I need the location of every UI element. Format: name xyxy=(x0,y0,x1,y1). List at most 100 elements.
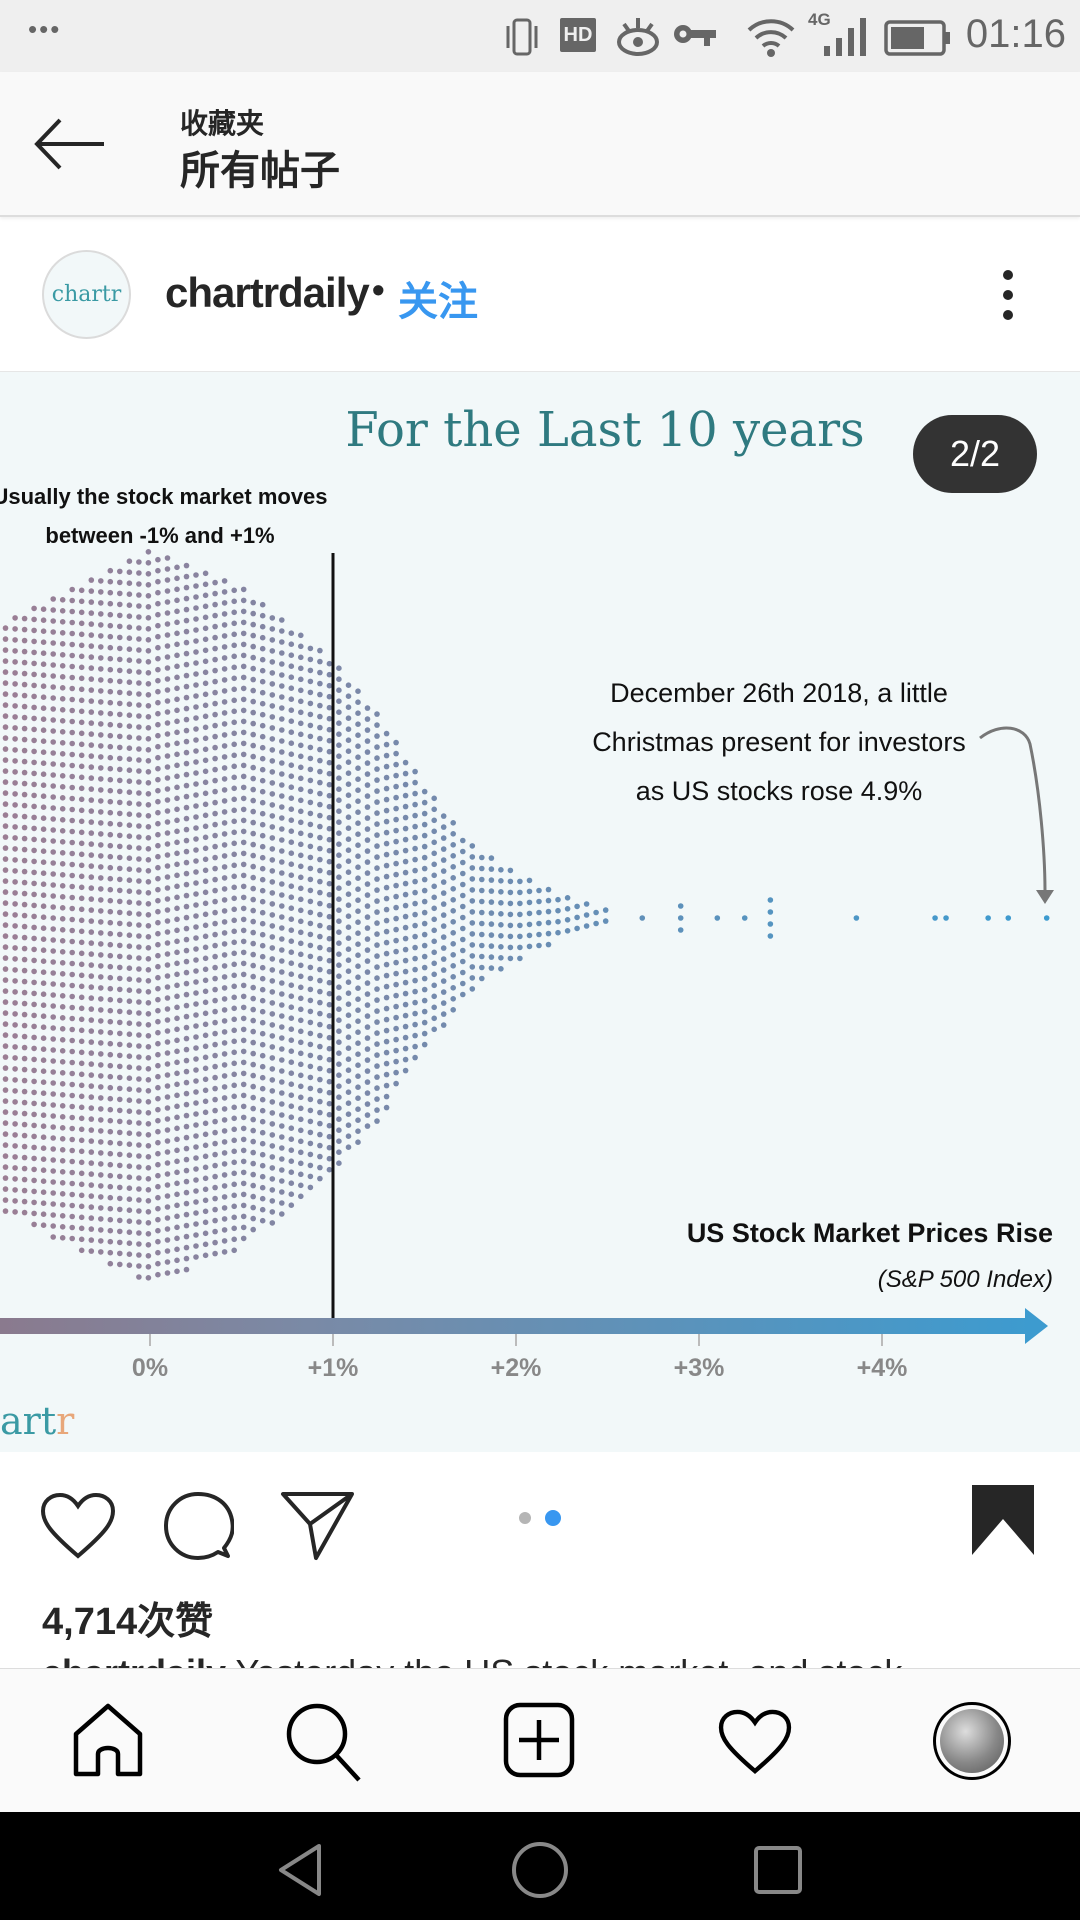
swarm-dot xyxy=(326,1122,333,1129)
swarm-dot xyxy=(117,755,123,762)
swarm-dot xyxy=(383,1104,390,1111)
eye-comfort-icon xyxy=(617,18,659,56)
swarm-dot xyxy=(202,1230,209,1237)
swarm-dot xyxy=(269,835,276,841)
swarm-dot xyxy=(231,1115,237,1122)
saved-bookmark-icon[interactable] xyxy=(972,1485,1034,1555)
swarm-dot xyxy=(345,1012,352,1018)
x-axis-label: US Stock Market Prices Rise xyxy=(687,1218,1053,1248)
swarm-dot xyxy=(145,1253,152,1259)
swarm-dot xyxy=(326,737,333,744)
swarm-dot xyxy=(250,698,256,705)
swarm-dot xyxy=(498,889,504,895)
system-recents-icon[interactable] xyxy=(752,1844,804,1896)
swarm-dot xyxy=(240,1180,247,1187)
swarm-dot xyxy=(279,1112,285,1118)
swarm-dot xyxy=(2,1010,9,1016)
swarm-dot xyxy=(31,726,37,733)
caption-username[interactable]: chartrdaily xyxy=(42,1652,226,1668)
swarm-dot xyxy=(40,1134,47,1140)
swarm-dot xyxy=(279,1013,285,1019)
likes-count[interactable]: 4,714次赞 xyxy=(42,1601,214,1643)
swarm-dot xyxy=(279,760,285,766)
swarm-dot xyxy=(59,1213,66,1219)
swarm-dot xyxy=(193,649,199,655)
swarm-dot xyxy=(98,875,104,881)
swarm-dot xyxy=(117,1162,123,1169)
swarm-dot xyxy=(250,676,256,683)
home-icon[interactable] xyxy=(72,1702,144,1778)
swarm-dot xyxy=(221,974,228,980)
swarm-dot xyxy=(212,678,218,685)
swarm-dot xyxy=(431,872,438,879)
swarm-dot xyxy=(78,1181,85,1188)
swarm-dot xyxy=(345,880,352,886)
swarm-dot xyxy=(78,1060,85,1067)
swarm-dot xyxy=(88,577,95,583)
swarm-dot xyxy=(298,1039,304,1046)
comment-icon[interactable] xyxy=(162,1490,234,1562)
swarm-dot xyxy=(193,1232,199,1238)
swarm-dot xyxy=(240,784,247,791)
swarm-dot xyxy=(88,665,95,671)
swarm-dot xyxy=(98,1051,104,1057)
swarm-dot xyxy=(174,685,180,692)
username-link[interactable]: chartrdaily xyxy=(165,269,370,316)
carousel-dot-2-active[interactable] xyxy=(545,1510,561,1526)
swarm-dot xyxy=(98,1007,104,1013)
swarm-dot xyxy=(507,955,514,962)
swarm-dot xyxy=(269,791,276,797)
back-arrow-icon[interactable] xyxy=(32,116,108,172)
swarm-dot xyxy=(374,1096,380,1102)
swarm-dot xyxy=(31,836,37,843)
swarm-dot xyxy=(193,1166,199,1172)
share-send-icon[interactable] xyxy=(280,1490,356,1562)
profile-avatar[interactable] xyxy=(933,1702,1011,1780)
swarm-dot xyxy=(231,1203,237,1210)
swarm-dot xyxy=(259,788,266,795)
swarm-dot xyxy=(78,928,85,935)
swarm-dot xyxy=(145,901,152,907)
swarm-dot xyxy=(98,622,104,628)
swarm-dot xyxy=(250,984,256,991)
swarm-dot xyxy=(221,897,228,903)
swarm-dot xyxy=(202,977,209,984)
swarm-dot xyxy=(155,611,161,618)
new-post-icon[interactable] xyxy=(503,1702,575,1778)
swarm-dot xyxy=(279,1167,285,1173)
system-back-icon[interactable] xyxy=(275,1842,325,1898)
follow-button[interactable]: 关注 xyxy=(398,280,478,324)
swarm-dot xyxy=(250,621,256,628)
swarm-dot xyxy=(183,1090,190,1097)
search-icon[interactable] xyxy=(285,1702,365,1782)
swarm-dot xyxy=(69,960,75,967)
swarm-dot xyxy=(145,648,152,654)
swarm-dot xyxy=(107,1139,114,1146)
swarm-dot xyxy=(317,1120,323,1127)
swarm-dot xyxy=(69,619,75,626)
swarm-dot xyxy=(431,1004,438,1011)
swarm-dot xyxy=(231,961,237,968)
swarm-dot xyxy=(269,714,276,720)
swarm-dot xyxy=(117,1151,123,1158)
carousel-dot-1[interactable] xyxy=(519,1512,531,1524)
swarm-dot xyxy=(345,770,352,776)
like-heart-icon[interactable] xyxy=(40,1492,116,1560)
swarm-dot xyxy=(288,894,295,900)
avatar[interactable]: chartr xyxy=(42,250,131,339)
swarm-dot xyxy=(174,597,180,604)
swarm-dot xyxy=(31,913,37,920)
swarm-dot xyxy=(317,669,323,676)
swarm-dot xyxy=(317,911,323,918)
swarm-dot xyxy=(364,936,371,942)
swarm-dot xyxy=(2,944,9,950)
activity-heart-icon[interactable] xyxy=(718,1709,792,1775)
swarm-dot xyxy=(107,1117,114,1124)
swarm-dot xyxy=(2,1109,9,1115)
swarm-dot xyxy=(326,847,333,854)
swarm-dot xyxy=(2,702,9,708)
swarm-dot xyxy=(336,1127,342,1133)
more-options-icon[interactable] xyxy=(990,267,1026,323)
post-image-chart[interactable]: For the Last 10 years Usually the stock … xyxy=(0,372,1080,1452)
system-home-icon[interactable] xyxy=(510,1840,570,1900)
